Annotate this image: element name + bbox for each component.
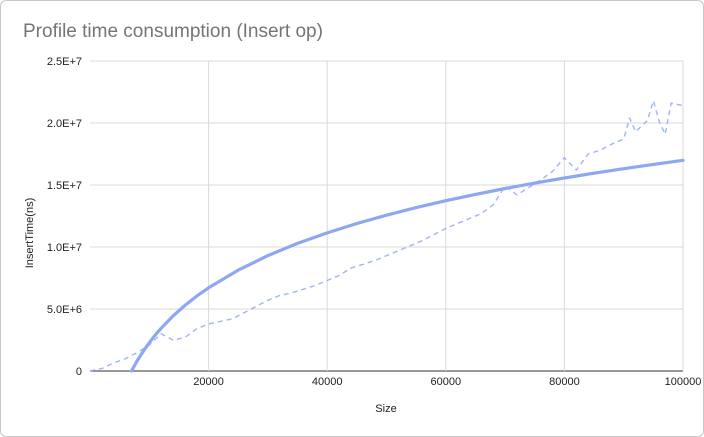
y-tick-label: 2.0E+7 — [47, 118, 82, 130]
y-tick-label: 5.0E+6 — [47, 304, 82, 316]
grid — [90, 60, 684, 372]
x-tick-label: 60000 — [431, 376, 462, 388]
series-line-measured — [89, 99, 684, 372]
y-tick-label: 0 — [76, 366, 82, 378]
x-axis-label: Size — [375, 403, 396, 415]
tick-labels: 0 5.0E+6 1.0E+7 1.5E+7 2.0E+7 2.5E+7 20000 4000… — [47, 56, 702, 388]
x-tick-label: 100000 — [665, 376, 702, 388]
x-tick-label: 80000 — [549, 376, 580, 388]
y-tick-label: 2.5E+7 — [47, 56, 82, 68]
series-layer — [89, 99, 685, 373]
y-tick-label: 1.5E+7 — [47, 180, 82, 192]
trendline — [129, 158, 685, 373]
y-tick-label: 1.0E+7 — [47, 242, 82, 254]
y-axis-label: InsertTime(ns) — [24, 198, 36, 269]
chart-title: Profile time consumption (Insert op) — [23, 21, 323, 42]
x-tick-label: 40000 — [312, 376, 343, 388]
x-tick-label: 20000 — [193, 376, 224, 388]
